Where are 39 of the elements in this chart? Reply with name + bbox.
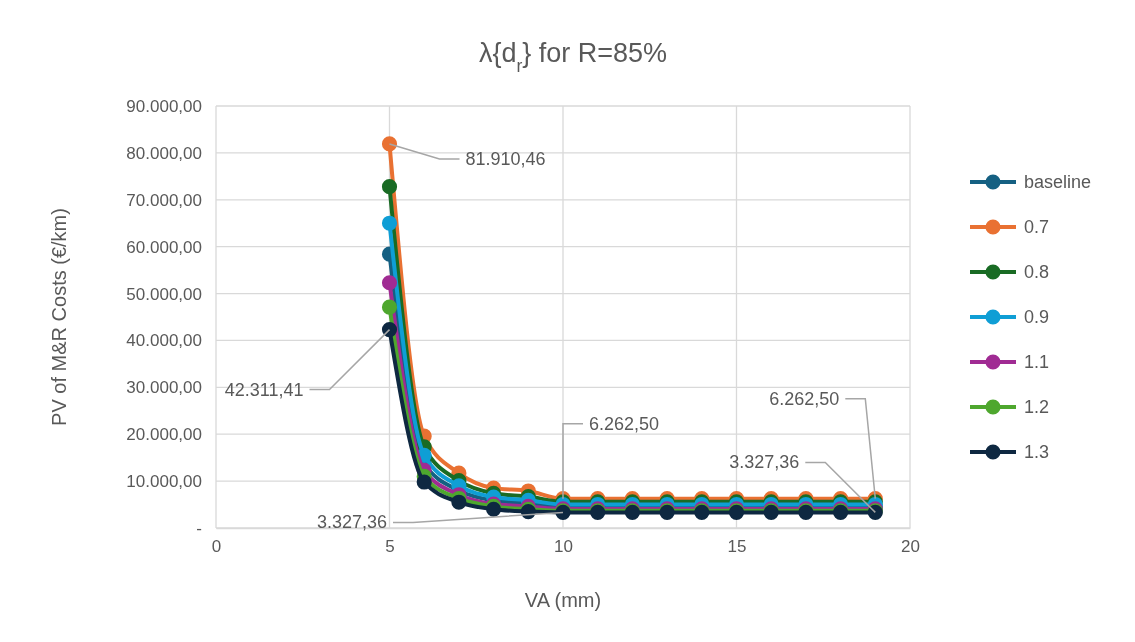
chart-title: λ{d$_{r}$} for R=85%: [478, 38, 668, 76]
point: [381, 275, 398, 291]
annotation: 6.262,50: [589, 413, 660, 434]
legend-label: 1.2: [1024, 397, 1050, 417]
legend-label: 0.9: [1024, 307, 1050, 327]
x-tick-label: 10: [554, 537, 573, 557]
point: [381, 322, 398, 338]
legend-label: 0.8: [1024, 262, 1050, 282]
point: [381, 179, 398, 195]
point: [381, 215, 398, 231]
annotation: 42.311,41: [224, 379, 304, 400]
point: [381, 299, 398, 315]
y-tick-label: 80.000,00: [126, 143, 202, 163]
x-axis-title: VA (mm): [524, 589, 602, 611]
x-tick-label: 0: [211, 537, 222, 557]
x-tick-label: 15: [727, 537, 747, 557]
y-tick-label: 70.000,00: [126, 190, 202, 210]
y-tick-label: 30.000,00: [126, 378, 202, 398]
annotation: 3.327,36: [316, 512, 387, 533]
y-tick-label: 50.000,00: [126, 284, 202, 304]
y-tick-label: 20.000,00: [126, 425, 202, 445]
y-tick-label: -: [196, 518, 202, 538]
legend-label: 1.1: [1024, 352, 1050, 372]
annotation: 3.327,36: [729, 452, 800, 473]
legend-label: 0.7: [1024, 217, 1050, 237]
y-axis-title: PV of M&R Costs (€/km): [48, 208, 70, 426]
y-tick-label: 90.000,00: [126, 96, 202, 116]
legend-label: 1.3: [1024, 442, 1050, 462]
point: [416, 474, 432, 490]
y-tick-label: 40.000,00: [126, 331, 202, 351]
point: [451, 494, 467, 510]
x-tick-label: 20: [901, 537, 920, 557]
point: [381, 136, 398, 152]
annotation: 6.262,50: [769, 388, 840, 409]
y-tick-label: 10.000,00: [126, 472, 202, 492]
legend-label: baseline: [1024, 172, 1092, 192]
x-tick-label: 5: [385, 537, 395, 557]
annotation: 81.910,46: [465, 148, 546, 169]
y-tick-label: 60.000,00: [126, 237, 202, 257]
